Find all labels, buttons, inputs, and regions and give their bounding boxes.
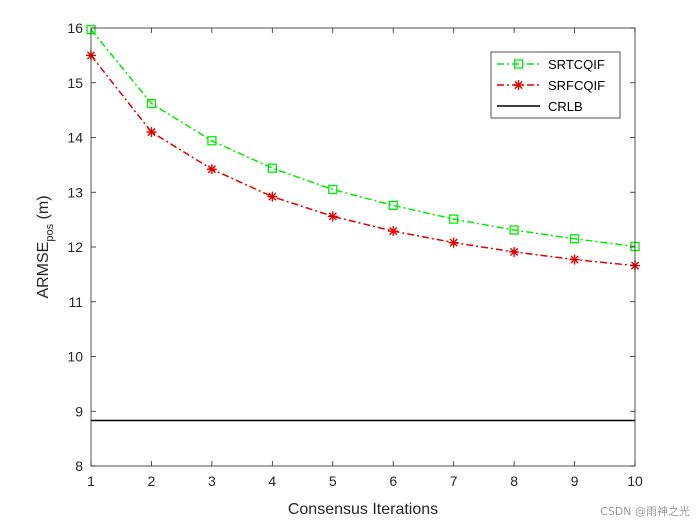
watermark: CSDN @雨神之光 [600,505,690,518]
x-tick-label-5: 5 [329,473,337,489]
y-tick-label-12: 12 [67,239,83,255]
legend-label-crlb: CRLB [548,99,583,114]
y-axis-label-unit: (m) [35,195,52,223]
legend-label-srfcqif: SRFCQIF [548,78,605,93]
legend-marker-srtcqif [513,59,524,69]
point-srfcqif-8 [509,246,520,257]
point-srfcqif-7 [448,237,459,248]
point-srtcqif-7 [449,214,459,224]
point-srtcqif-8 [509,225,519,235]
x-tick-label-8: 8 [510,473,518,489]
y-tick-label-10: 10 [67,349,83,365]
point-srtcqif-3 [207,136,217,146]
y-tick-label-8: 8 [75,458,83,474]
y-axis-label-subscript: pos [44,223,56,241]
legend-label-srtcqif: SRTCQIF [548,57,605,72]
y-tick-label-16: 16 [67,20,83,36]
x-tick-label-9: 9 [571,473,579,489]
legend: SRTCQIF SRFCQIF CRLB [490,51,621,119]
series-layer [86,24,640,422]
y-tick-label-13: 13 [67,184,83,200]
point-srfcqif-5 [327,211,338,222]
y-tick-label-11: 11 [68,294,83,310]
point-srtcqif-2 [146,98,157,109]
point-srtcqif-9 [569,234,580,244]
y-tick-label-15: 15 [67,75,83,91]
x-tick-label-3: 3 [208,473,216,489]
x-tick-label-7: 7 [450,473,458,489]
x-tick-label-1: 1 [87,473,95,489]
y-tick-label-14: 14 [67,130,83,146]
y-axis-label: ARMSEpos (m) [35,195,56,298]
x-tick-label-4: 4 [268,473,276,489]
point-srfcqif-2 [146,127,157,138]
x-tick-label-6: 6 [389,473,397,489]
point-srfcqif-6 [388,226,399,237]
x-axis-label: Consensus Iterations [288,501,438,518]
point-srtcqif-5 [328,184,338,195]
y-tick-label-9: 9 [75,403,83,419]
point-srfcqif-4 [267,191,278,202]
x-tick-label-10: 10 [627,473,643,489]
point-srfcqif-3 [206,164,217,175]
series-line-srtcqif [90,29,636,248]
point-srfcqif-9 [569,254,580,265]
series-line-srfcqif [90,54,636,267]
point-srtcqif-6 [388,200,398,211]
legend-marker-srfcqif [513,80,524,90]
point-srtcqif-4 [267,163,277,173]
x-tick-label-2: 2 [148,473,156,489]
